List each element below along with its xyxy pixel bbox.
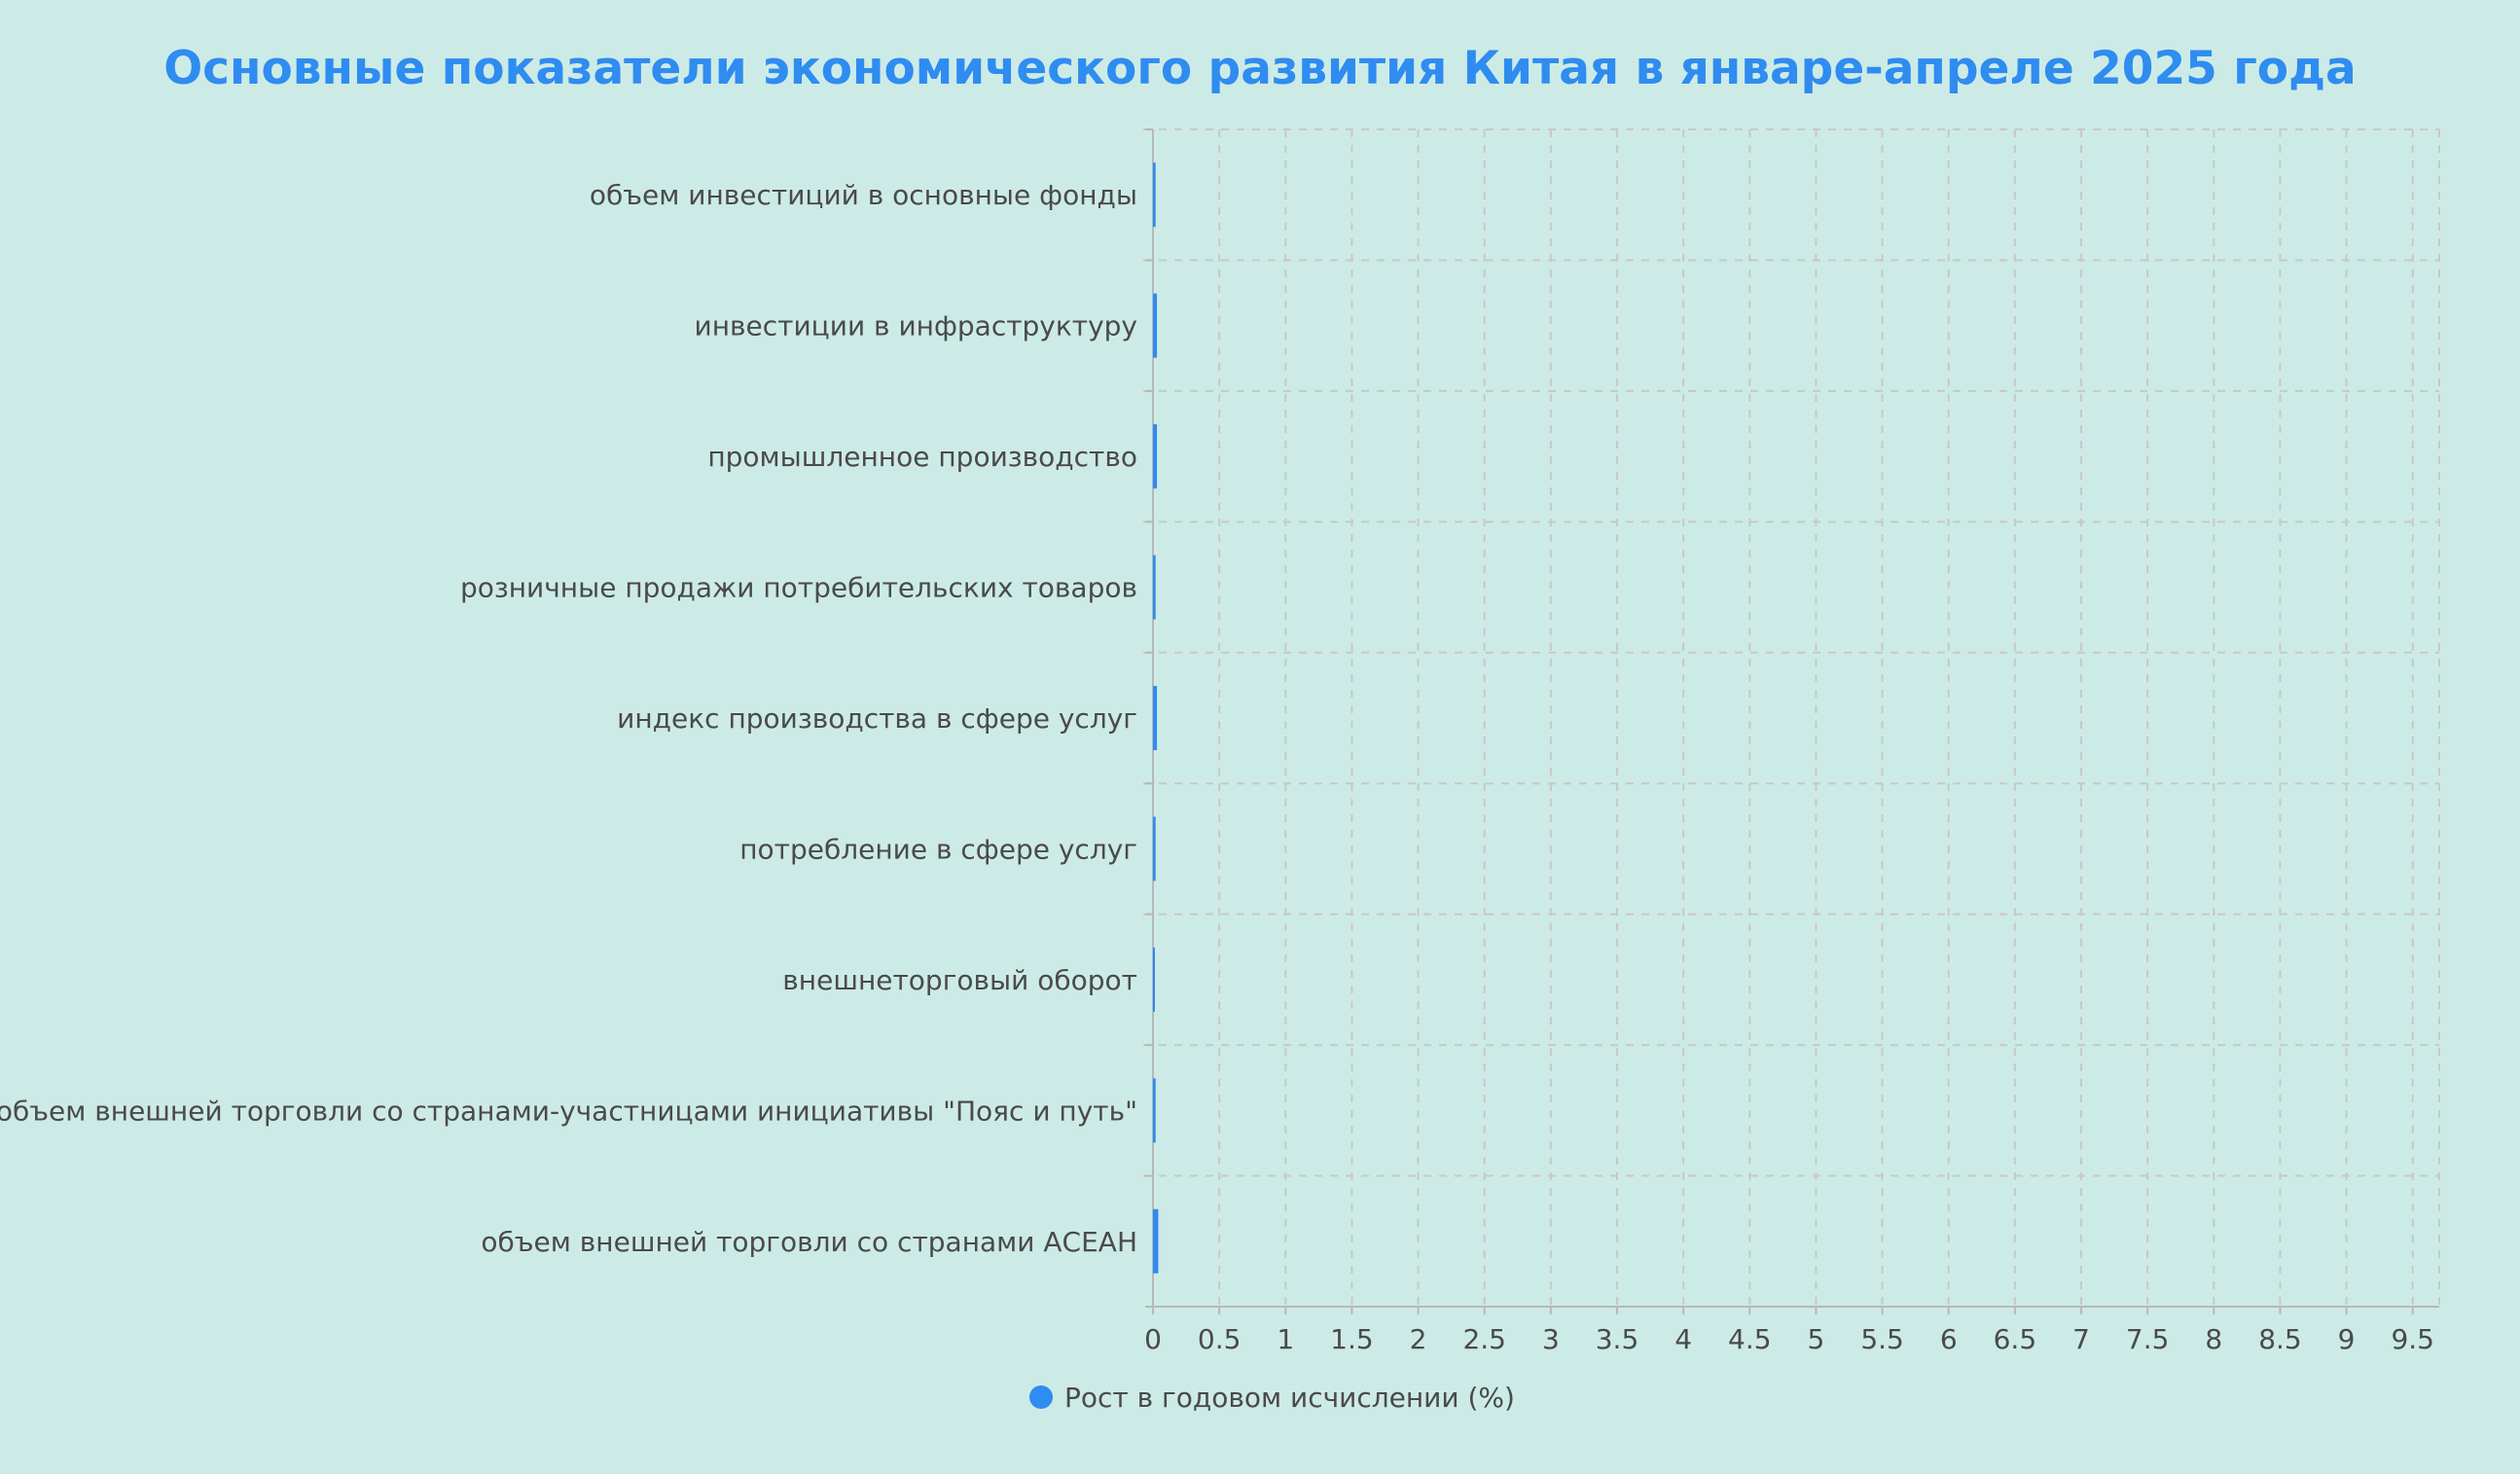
axes [1145, 128, 2439, 1314]
x-tick-label: 9 [2338, 1323, 2356, 1355]
x-tick-label: 6 [1940, 1323, 1958, 1355]
x-tick-label: 3 [1542, 1323, 1560, 1355]
x-tick-labels: 0 0.5 1 1.5 2 2.5 3 3.5 4 4.5 5 5.5 6 6.5 7 7.5 8 8.5 9 9.5 [1144, 1323, 2434, 1355]
grid [1143, 128, 2440, 1307]
x-tick-label: 7.5 [2126, 1323, 2170, 1355]
chart-title: Основные показатели экономического разви… [163, 42, 2357, 95]
bar[interactable] [1153, 555, 1156, 620]
category-label: промышленное производство [707, 441, 1137, 473]
category-label: индекс производства в сфере услуг [617, 702, 1137, 735]
x-tick-label: 7 [2072, 1323, 2090, 1355]
bars [1153, 162, 1159, 1274]
bar[interactable] [1153, 162, 1156, 228]
x-tick-label: 4 [1674, 1323, 1692, 1355]
legend-marker [1029, 1385, 1053, 1409]
x-tick-label: 1 [1277, 1323, 1294, 1355]
x-tick-label: 0.5 [1198, 1323, 1242, 1355]
category-label: потребление в сфере услуг [739, 833, 1137, 865]
category-label: розничные продажи потребительских товаро… [460, 572, 1137, 604]
category-labels: объем инвестиций в основные фонды инвести… [0, 179, 1137, 1258]
x-tick-label: 3.5 [1596, 1323, 1639, 1355]
bar[interactable] [1153, 816, 1156, 881]
bar[interactable] [1153, 686, 1158, 750]
x-tick-label: 5 [1808, 1323, 1825, 1355]
x-tick-label: 2.5 [1462, 1323, 1506, 1355]
category-label: объем инвестиций в основные фонды [590, 179, 1137, 211]
x-tick-label: 6.5 [1994, 1323, 2037, 1355]
bar[interactable] [1153, 947, 1155, 1012]
bar[interactable] [1153, 424, 1158, 489]
category-label: объем внешней торговли со странами АСЕАН [481, 1226, 1137, 1258]
bar[interactable] [1153, 1208, 1159, 1274]
x-tick-label: 4.5 [1728, 1323, 1772, 1355]
x-tick-label: 8 [2205, 1323, 2222, 1355]
x-tick-label: 9.5 [2391, 1323, 2434, 1355]
x-tick-label: 0 [1144, 1323, 1162, 1355]
category-label: объем внешней торговли со странами-участ… [0, 1095, 1137, 1127]
x-tick-label: 8.5 [2258, 1323, 2302, 1355]
x-tick-label: 5.5 [1860, 1323, 1904, 1355]
bar[interactable] [1153, 1078, 1156, 1143]
category-label: инвестиции в инфраструктуру [695, 310, 1137, 342]
bar[interactable] [1153, 293, 1158, 358]
x-tick-label: 2 [1410, 1323, 1427, 1355]
x-tick-label: 1.5 [1330, 1323, 1374, 1355]
legend[interactable]: Рост в годовом исчислении (%) [1029, 1382, 1515, 1414]
legend-label: Рост в годовом исчислении (%) [1064, 1382, 1515, 1414]
category-label: внешнеторговый оборот [782, 964, 1137, 996]
